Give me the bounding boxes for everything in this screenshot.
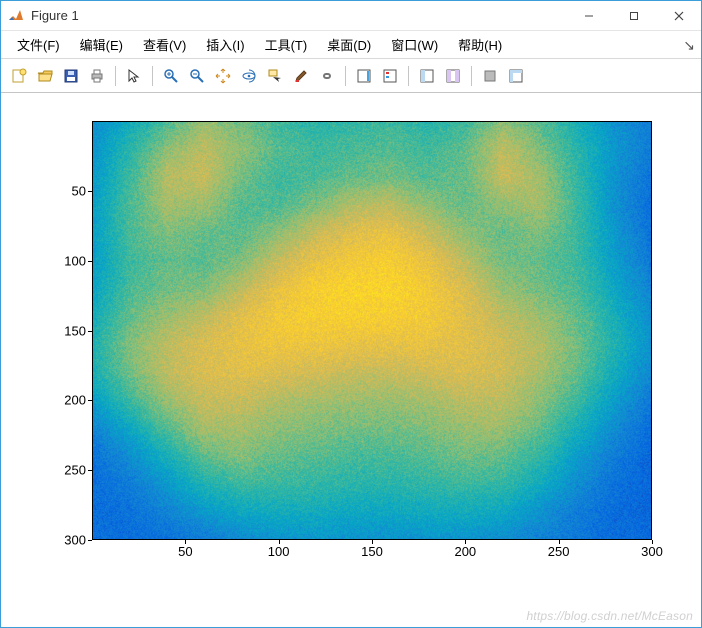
- xtick: [185, 540, 186, 544]
- window-title: Figure 1: [31, 8, 566, 23]
- pan-icon[interactable]: [211, 64, 235, 88]
- print-icon[interactable]: [85, 64, 109, 88]
- xtick: [279, 540, 280, 544]
- colorbar-icon[interactable]: [352, 64, 376, 88]
- menu-tools[interactable]: 工具(T): [255, 32, 318, 57]
- layout2-icon[interactable]: [441, 64, 465, 88]
- menubar: 文件(F) 编辑(E) 查看(V) 插入(I) 工具(T) 桌面(D) 窗口(W…: [1, 31, 701, 59]
- menu-view[interactable]: 查看(V): [133, 32, 196, 57]
- save-icon[interactable]: [59, 64, 83, 88]
- toolbar-separator: [115, 66, 116, 86]
- xtick: [652, 540, 653, 544]
- brush-icon[interactable]: [289, 64, 313, 88]
- toolbar-separator: [408, 66, 409, 86]
- zoom-in-icon[interactable]: [159, 64, 183, 88]
- toolbar-separator: [152, 66, 153, 86]
- rotate3d-icon[interactable]: [237, 64, 261, 88]
- maximize-button[interactable]: [611, 1, 656, 30]
- axes-canvas: 5010015020025030050100150200250300 https…: [1, 93, 701, 627]
- layout1-icon[interactable]: [415, 64, 439, 88]
- xtick: [559, 540, 560, 544]
- menu-window[interactable]: 窗口(W): [381, 32, 448, 57]
- pointer-icon[interactable]: [122, 64, 146, 88]
- menu-help[interactable]: 帮助(H): [448, 32, 512, 57]
- figure-window: Figure 1 文件(F) 编辑(E) 查看(V) 插入(I) 工具(T) 桌…: [0, 0, 702, 628]
- watermark-text: https://blog.csdn.net/McEason: [526, 609, 693, 623]
- minimize-button[interactable]: [566, 1, 611, 30]
- hide-plot-tools-icon[interactable]: [478, 64, 502, 88]
- xtick: [465, 540, 466, 544]
- new-figure-icon[interactable]: [7, 64, 31, 88]
- open-icon[interactable]: [33, 64, 57, 88]
- xtick: [372, 540, 373, 544]
- toolbar: [1, 59, 701, 93]
- link-icon[interactable]: [315, 64, 339, 88]
- ytick: [88, 540, 92, 541]
- matlab-icon: [7, 7, 25, 25]
- heatmap-image: [92, 121, 652, 540]
- toolbar-separator: [345, 66, 346, 86]
- menu-file[interactable]: 文件(F): [7, 32, 70, 57]
- menu-insert[interactable]: 插入(I): [196, 32, 254, 57]
- menu-edit[interactable]: 编辑(E): [70, 32, 133, 57]
- data-cursor-icon[interactable]: [263, 64, 287, 88]
- titlebar: Figure 1: [1, 1, 701, 31]
- window-controls: [566, 1, 701, 30]
- show-plot-tools-icon[interactable]: [504, 64, 528, 88]
- toolbar-separator: [471, 66, 472, 86]
- close-button[interactable]: [656, 1, 701, 30]
- zoom-out-icon[interactable]: [185, 64, 209, 88]
- menu-desktop[interactable]: 桌面(D): [317, 32, 381, 57]
- legend-icon[interactable]: [378, 64, 402, 88]
- axes[interactable]: 5010015020025030050100150200250300: [92, 121, 652, 540]
- dock-arrow-icon[interactable]: ↘: [683, 37, 695, 54]
